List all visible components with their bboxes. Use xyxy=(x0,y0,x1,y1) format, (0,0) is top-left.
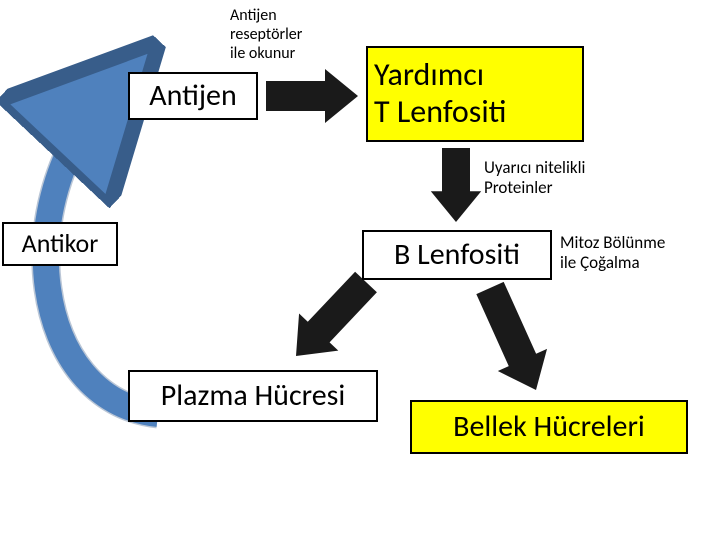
uyarici-label: Uyarıcı nitelikli Proteinler xyxy=(484,158,585,199)
yardimci-to-blenfositi xyxy=(431,148,481,222)
antijen-text: Antijen xyxy=(149,79,236,114)
mitoz-l1: Mitoz Bölünme xyxy=(560,233,665,253)
reseptor-l3: ile okunur xyxy=(230,44,302,63)
reseptor-l2: reseptörler xyxy=(230,25,302,44)
blenfositi-to-bellek xyxy=(465,277,560,401)
antijen-box: Antijen xyxy=(128,72,258,120)
mitoz-label: Mitoz Bölünme ile Çoğalma xyxy=(560,233,665,274)
bellek-hucreleri-box: Bellek Hücreleri xyxy=(410,400,688,454)
blenfositi-to-plazma xyxy=(276,263,385,374)
yardimci-line1: Yardımcı xyxy=(374,57,506,94)
bellek-text: Bellek Hücreleri xyxy=(453,410,645,445)
uyarici-l2: Proteinler xyxy=(484,178,585,198)
yardimci-t-lenfositi-box: Yardımcı T Lenfositi xyxy=(366,46,584,142)
reseptor-l1: Antijen xyxy=(230,6,302,25)
uyarici-l1: Uyarıcı nitelikli xyxy=(484,158,585,178)
yardimci-line2: T Lenfositi xyxy=(374,94,506,131)
mitoz-l2: ile Çoğalma xyxy=(560,253,665,273)
plazma-text: Plazma Hücresi xyxy=(161,379,345,414)
antikor-box: Antikor xyxy=(2,222,118,266)
plazma-hucresi-box: Plazma Hücresi xyxy=(128,370,378,422)
b-lenfositi-box: B Lenfositi xyxy=(362,230,552,280)
antikor-text: Antikor xyxy=(22,229,99,259)
reseptor-label: Antijen reseptörler ile okunur xyxy=(230,6,302,64)
b-lenfositi-text: B Lenfositi xyxy=(394,238,520,273)
antijen-to-yardimci xyxy=(266,69,358,123)
